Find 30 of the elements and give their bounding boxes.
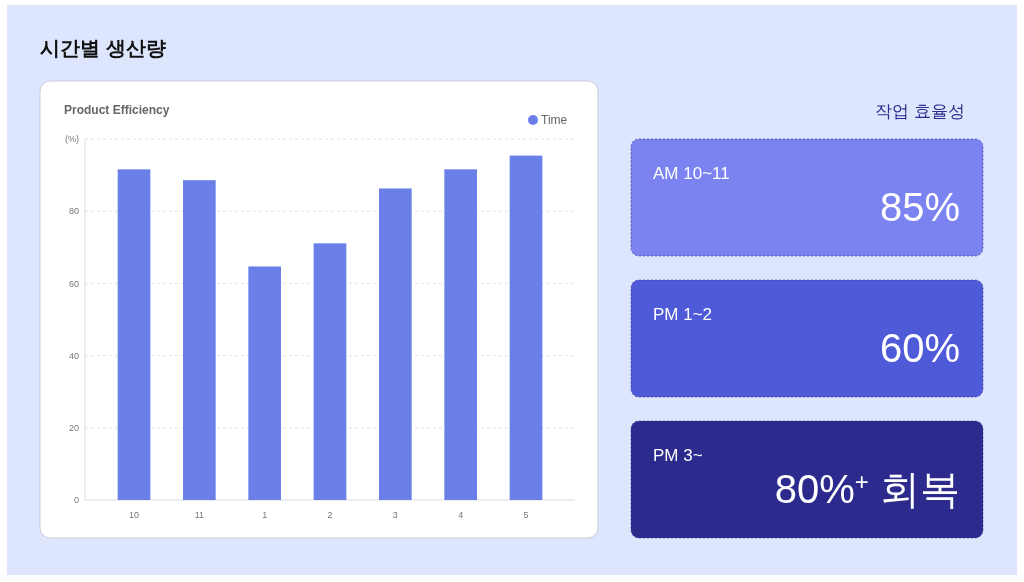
text: 85% <box>879 185 960 229</box>
text: PM 3~ <box>653 446 703 465</box>
text: AM 10~11 <box>653 164 730 183</box>
y-tick-label: 0 <box>73 495 79 506</box>
x-tick-label: 1 <box>262 510 268 520</box>
legend-label: Time <box>541 113 568 128</box>
x-tick-label: 10 <box>128 510 140 520</box>
y-tick-label: 80 <box>68 206 79 217</box>
chart-title: 시간별 생산량 <box>40 37 166 59</box>
bar <box>444 169 477 500</box>
y-tick-label: 40 <box>68 350 79 361</box>
bar <box>509 155 543 500</box>
chart-subtitle: Product Efficiency <box>64 103 170 117</box>
x-tick-label: 3 <box>392 510 398 520</box>
x-tick-label: 5 <box>523 510 529 520</box>
x-tick-label: 4 <box>458 510 464 520</box>
text: 80%$^{+}$ 회복 <box>774 467 960 511</box>
bar <box>183 180 216 500</box>
text: 작업 효율성 <box>875 102 965 121</box>
bar <box>248 266 281 500</box>
bar <box>379 188 412 500</box>
x-tick-label: 2 <box>327 510 333 520</box>
y-tick-label: 20 <box>68 422 79 433</box>
bar <box>313 243 347 500</box>
y-tick-label: (%) <box>65 134 79 145</box>
text: PM 1~2 <box>653 305 713 324</box>
y-tick-label: 60 <box>68 278 79 289</box>
x-tick-label: 11 <box>194 510 205 520</box>
bar <box>117 169 151 500</box>
text: 60% <box>879 326 960 370</box>
